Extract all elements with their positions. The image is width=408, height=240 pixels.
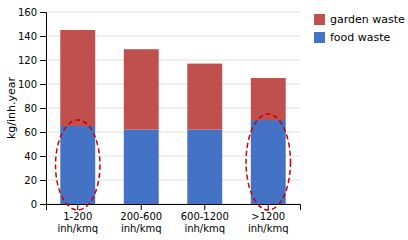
highlight-ellipse bbox=[56, 120, 100, 210]
chart: 0204060801001201401601-200inh/kmq200-600… bbox=[0, 0, 408, 240]
x-axis: 1-200inh/kmq200-600inh/kmq600-1200inh/km… bbox=[47, 204, 301, 234]
bar bbox=[187, 64, 222, 130]
tick-label-line: 1-200 bbox=[63, 211, 92, 222]
axis-line bbox=[47, 205, 301, 211]
tick-label: 160 bbox=[18, 7, 37, 18]
tick-label: 60 bbox=[24, 127, 37, 138]
tick-label-line: inh/kmq bbox=[57, 223, 98, 234]
tick-mark bbox=[40, 156, 46, 157]
tick: 200-600inh/kmq bbox=[120, 204, 162, 234]
tick: 40 bbox=[24, 151, 46, 162]
tick: 60 bbox=[24, 127, 46, 138]
tick: 80 bbox=[24, 103, 46, 114]
highlight-ellipse bbox=[246, 114, 290, 210]
tick-label: 40 bbox=[24, 151, 37, 162]
tick-label: 120 bbox=[18, 55, 37, 66]
bar bbox=[187, 130, 222, 204]
tick-mark bbox=[40, 84, 46, 85]
plot: 0204060801001201401601-200inh/kmq200-600… bbox=[18, 7, 301, 234]
tick-label-line: inh/kmq bbox=[248, 223, 289, 234]
tick-mark bbox=[40, 36, 46, 37]
legend: garden waste food waste bbox=[314, 13, 405, 44]
tick-mark bbox=[77, 204, 78, 210]
tick-label-line: >1200 bbox=[251, 211, 285, 222]
bars bbox=[60, 30, 285, 204]
tick-mark bbox=[141, 204, 142, 210]
tick: 20 bbox=[24, 175, 46, 186]
tick-label: 200-600inh/kmq bbox=[120, 211, 162, 234]
y-axis-title: kg/inh.year bbox=[5, 76, 18, 139]
tick-label: 1-200inh/kmq bbox=[57, 211, 98, 234]
tick: 0 bbox=[31, 199, 46, 210]
tick-label: >1200inh/kmq bbox=[248, 211, 289, 234]
tick: 160 bbox=[18, 7, 46, 18]
bar bbox=[60, 30, 95, 126]
tick: 1-200inh/kmq bbox=[57, 204, 98, 234]
tick-mark bbox=[40, 60, 46, 61]
grid-line bbox=[46, 12, 300, 13]
tick-label: 140 bbox=[18, 31, 37, 42]
tick-mark bbox=[40, 204, 46, 205]
tick-label: 20 bbox=[24, 175, 37, 186]
tick-mark bbox=[40, 180, 46, 181]
grid bbox=[46, 12, 300, 204]
tick: 600-1200inh/kmq bbox=[181, 204, 229, 234]
tick-label: 100 bbox=[18, 79, 37, 90]
bar-series bbox=[60, 30, 285, 130]
tick-mark bbox=[40, 132, 46, 133]
legend-swatch bbox=[314, 14, 325, 25]
bar bbox=[251, 120, 286, 204]
bar-series bbox=[60, 120, 285, 204]
tick: 140 bbox=[18, 31, 46, 42]
bar bbox=[60, 126, 95, 204]
tick-mark bbox=[40, 12, 46, 13]
tick-label: 80 bbox=[24, 103, 37, 114]
bar bbox=[124, 49, 159, 129]
tick-label: 600-1200inh/kmq bbox=[181, 211, 229, 234]
tick-mark bbox=[204, 204, 205, 210]
legend-item: food waste bbox=[314, 31, 391, 44]
tick: >1200inh/kmq bbox=[248, 204, 289, 234]
tick-mark bbox=[268, 204, 269, 210]
tick-label-line: inh/kmq bbox=[121, 223, 162, 234]
legend-item: garden waste bbox=[314, 13, 405, 26]
y-axis: 0 20 40 60 80 100 120 140 160 bbox=[18, 7, 47, 210]
tick-label: 0 bbox=[31, 199, 37, 210]
annotations bbox=[56, 114, 291, 210]
legend-label: food waste bbox=[330, 31, 391, 44]
tick: 120 bbox=[18, 55, 46, 66]
legend-label: garden waste bbox=[330, 13, 405, 26]
legend-swatch bbox=[314, 32, 325, 43]
tick-label-line: 200-600 bbox=[120, 211, 162, 222]
tick-mark bbox=[40, 108, 46, 109]
axis-line bbox=[40, 13, 47, 205]
bar bbox=[124, 130, 159, 204]
tick-label-line: 600-1200 bbox=[181, 211, 229, 222]
tick-label-line: inh/kmq bbox=[184, 223, 225, 234]
tick: 100 bbox=[18, 79, 46, 90]
